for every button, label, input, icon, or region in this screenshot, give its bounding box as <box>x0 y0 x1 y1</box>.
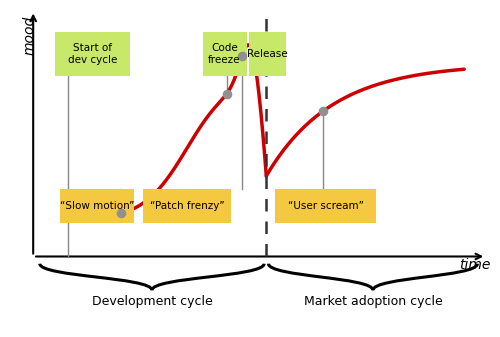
Text: time: time <box>459 258 490 272</box>
FancyBboxPatch shape <box>275 189 376 223</box>
Text: “User scream”: “User scream” <box>288 201 364 211</box>
Point <box>222 91 230 96</box>
Point <box>117 211 125 216</box>
FancyBboxPatch shape <box>55 32 130 76</box>
Text: Market adoption cycle: Market adoption cycle <box>304 295 442 308</box>
Text: mood: mood <box>22 16 36 55</box>
Text: Release: Release <box>247 49 288 59</box>
Text: “Patch frenzy”: “Patch frenzy” <box>150 201 224 211</box>
Text: Code
freeze: Code freeze <box>208 43 241 65</box>
Point <box>320 108 328 114</box>
FancyBboxPatch shape <box>60 189 134 223</box>
FancyBboxPatch shape <box>248 32 286 76</box>
Point <box>238 54 246 59</box>
FancyBboxPatch shape <box>202 32 246 76</box>
Text: Development cycle: Development cycle <box>92 295 212 308</box>
FancyBboxPatch shape <box>143 189 231 223</box>
Text: “Slow motion”: “Slow motion” <box>60 201 134 211</box>
Text: Start of
dev cycle: Start of dev cycle <box>68 43 117 65</box>
